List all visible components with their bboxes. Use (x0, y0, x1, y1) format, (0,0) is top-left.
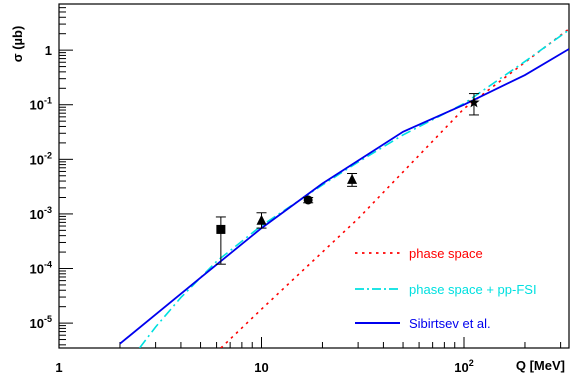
legend: phase space phase space + pp-FSI Sibirtsev… (355, 246, 537, 331)
legend-label: Sibirtsev et al. (409, 316, 491, 331)
series-layer (119, 28, 569, 348)
data-point-circle (303, 195, 313, 205)
x-tick-label: 102 (454, 358, 473, 375)
legend-label: phase space + pp-FSI (409, 282, 537, 297)
data-point-square (216, 224, 226, 234)
data-point-triangle (347, 173, 358, 184)
x-axis-label: Q [MeV] (516, 358, 565, 373)
ticks-layer: 1 10 102 10-5 10-4 10-3 10-2 10-1 1 (30, 3, 562, 375)
series-line (220, 28, 569, 348)
y-tick-label: 10-4 (30, 260, 52, 277)
y-tick-label: 1 (45, 43, 52, 58)
x-tick-label: 1 (55, 360, 62, 375)
y-tick-label: 10-3 (30, 205, 52, 222)
y-tick-label: 10-5 (30, 314, 52, 331)
y-tick-label: 10-1 (30, 96, 52, 113)
y-axis-label: σ (µb) (10, 26, 25, 63)
data-point-star (468, 96, 480, 108)
legend-label: phase space (409, 246, 483, 261)
series-line (119, 48, 569, 345)
y-tick-label: 10-2 (30, 150, 52, 167)
data-point-triangle (256, 214, 267, 225)
series-line (138, 29, 569, 348)
x-tick-label: 10 (254, 360, 268, 375)
points-layer (215, 93, 480, 265)
